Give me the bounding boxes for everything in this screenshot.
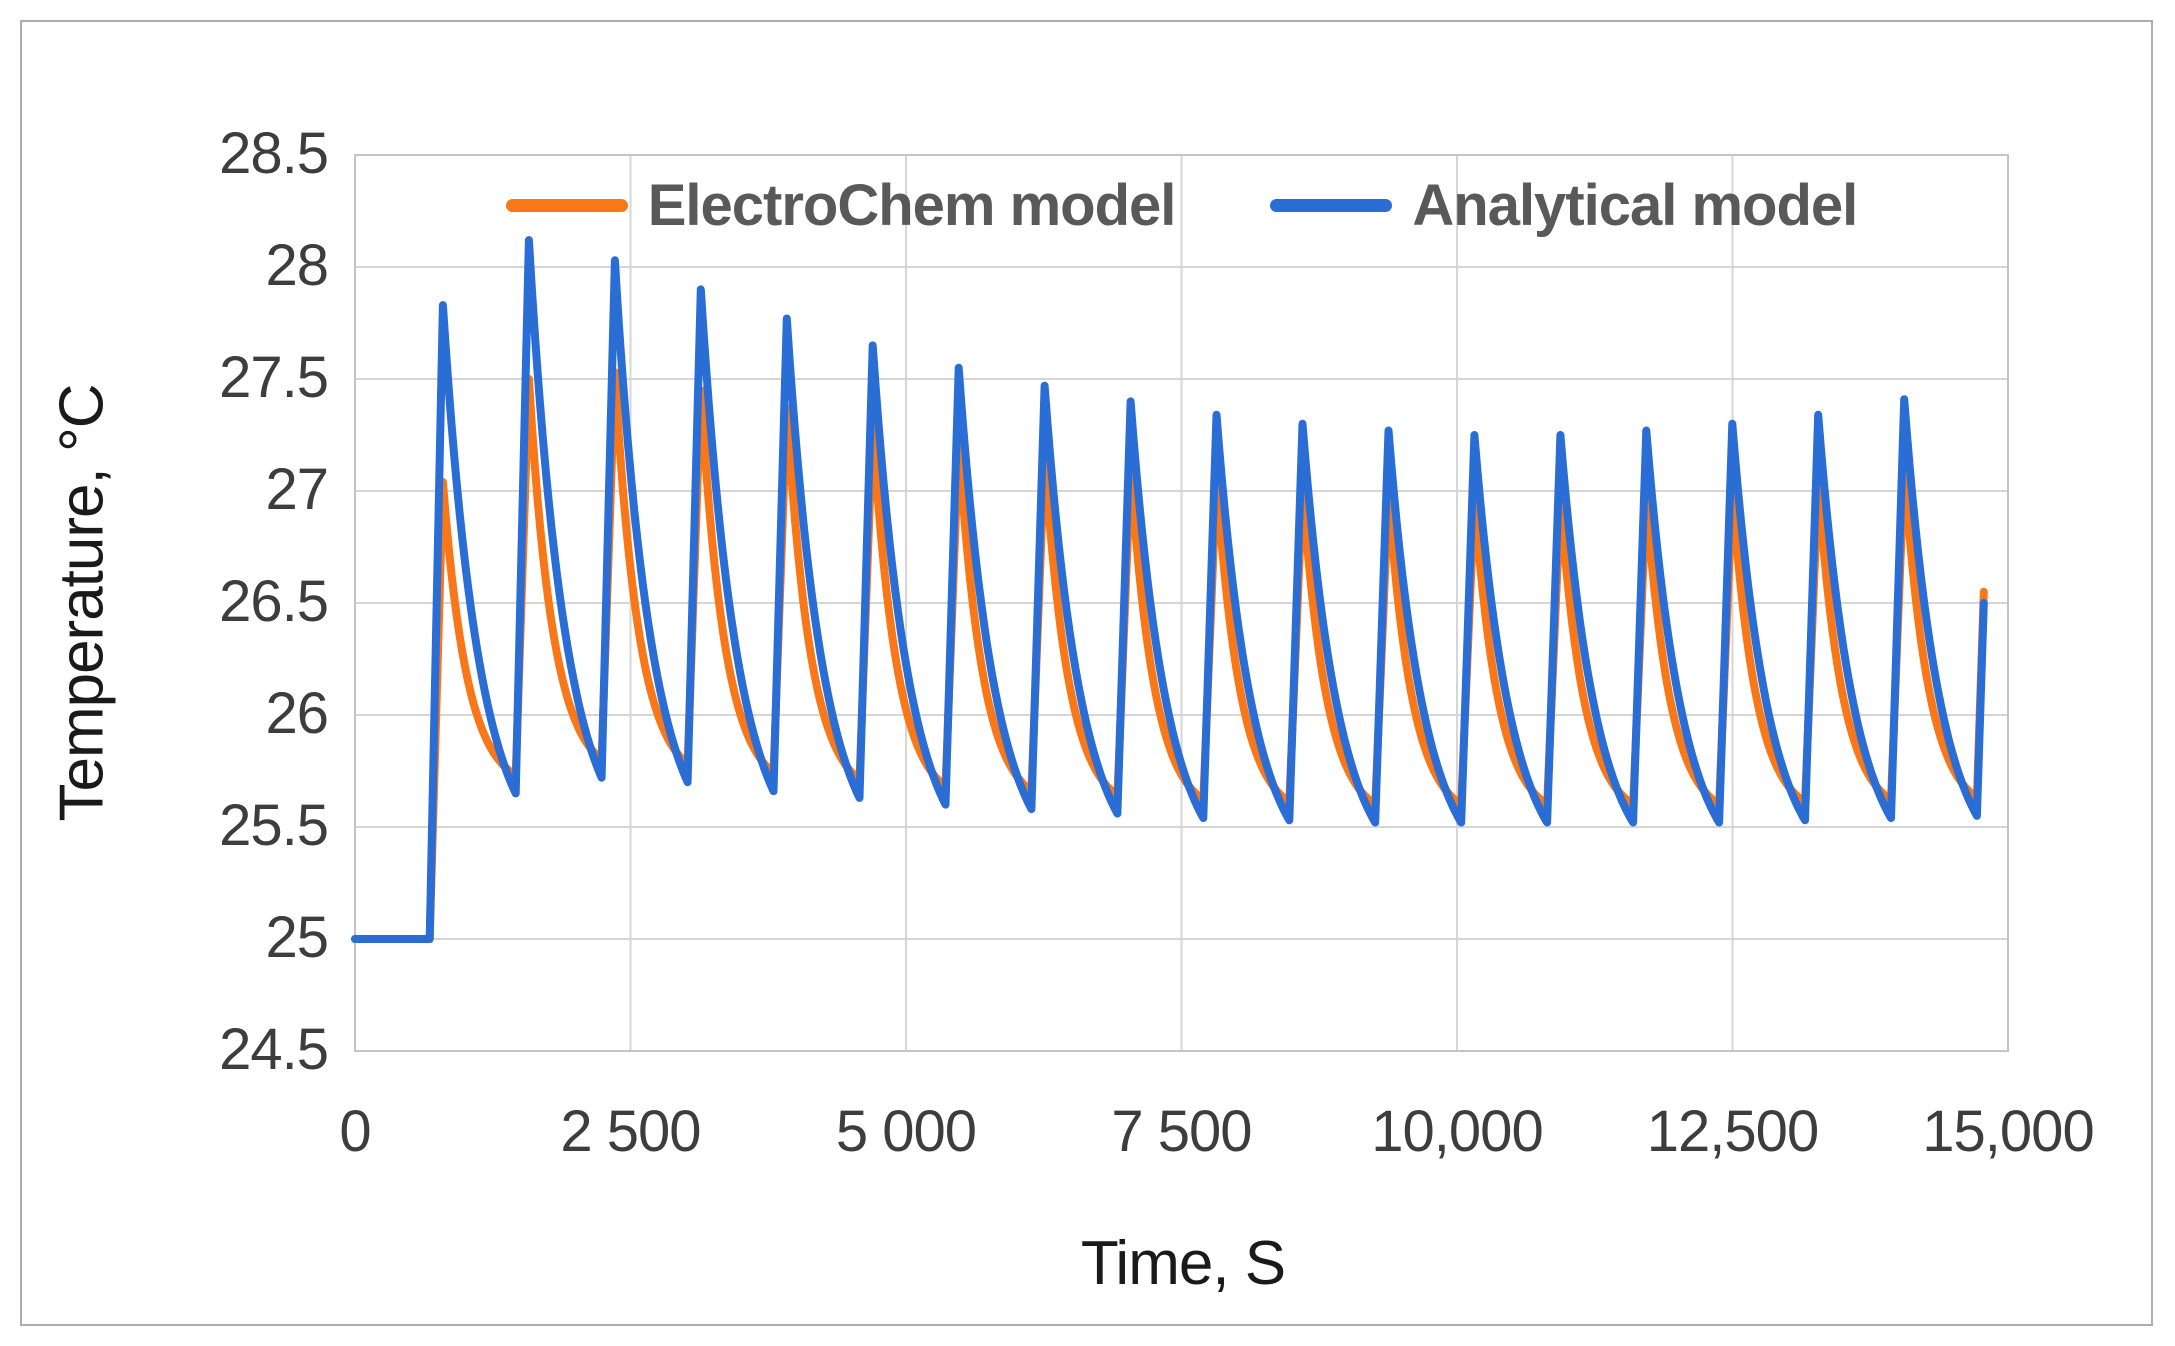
y-tick-label: 25.5 bbox=[219, 793, 329, 859]
y-tick-label: 27.5 bbox=[219, 345, 329, 411]
legend-swatch-analytical-icon bbox=[1270, 198, 1393, 212]
y-axis-title: Temperature, °C bbox=[47, 384, 117, 822]
x-axis-title: Time, S bbox=[1080, 1229, 1286, 1298]
figure-border bbox=[20, 20, 2153, 1326]
plot-border bbox=[354, 154, 2009, 1052]
y-tick-label: 26.5 bbox=[219, 569, 329, 635]
legend-swatch-electrochem-icon bbox=[505, 198, 628, 212]
y-tick-label: 26 bbox=[265, 681, 329, 747]
legend-item-electrochem: ElectroChem model bbox=[505, 172, 1177, 239]
x-tick-label: 10,000 bbox=[1371, 1099, 1543, 1164]
x-tick-label: 0 bbox=[339, 1099, 371, 1164]
x-tick-label: 12,500 bbox=[1646, 1099, 1819, 1164]
legend-label-electrochem: ElectroChem model bbox=[647, 172, 1177, 238]
y-tick-label: 28.5 bbox=[219, 121, 329, 187]
legend-label-analytical: Analytical model bbox=[1412, 172, 1858, 238]
x-tick-label: 7 500 bbox=[1111, 1099, 1252, 1164]
series-line-electrochem-model bbox=[351, 368, 1988, 943]
series-line-analytical-model bbox=[351, 236, 1988, 943]
y-tick-label: 28 bbox=[265, 233, 329, 299]
legend-item-analytical: Analytical model bbox=[1270, 172, 1858, 239]
y-tick-label: 25 bbox=[265, 905, 329, 971]
x-tick-label: 5 000 bbox=[835, 1099, 977, 1164]
x-tick-label: 2 500 bbox=[560, 1099, 701, 1164]
x-tick-label: 15,000 bbox=[1922, 1099, 2094, 1164]
legend: ElectroChem model Analytical model bbox=[355, 160, 2008, 250]
y-tick-label: 24.5 bbox=[219, 1017, 329, 1083]
y-tick-label: 27 bbox=[265, 457, 329, 523]
